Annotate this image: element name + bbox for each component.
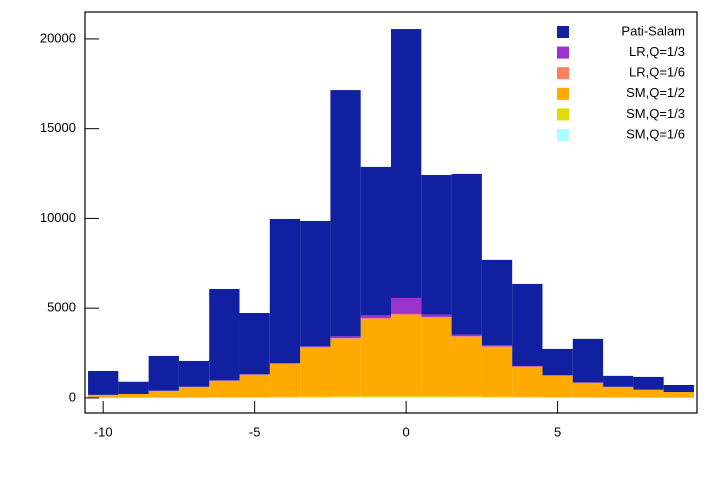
bar [451,173,482,335]
bar [512,396,543,398]
bar [269,396,301,398]
legend-swatch [557,87,569,100]
legend-swatch [557,108,569,121]
bar [451,336,482,397]
bar [330,396,361,398]
bar [330,90,361,337]
bar [239,397,270,398]
legend-label: SM,Q=1/3 [626,106,685,121]
legend-label: LR,Q=1/6 [629,65,685,80]
bar [451,336,482,337]
y-tick-label: 5000 [47,300,76,315]
bar [330,397,361,398]
legend-swatch [557,46,569,59]
bar [300,220,331,347]
bar [542,348,573,376]
bar [148,390,179,398]
bar [88,394,119,398]
bar [360,318,391,319]
bar [542,397,573,398]
bar [451,334,482,337]
bar [542,375,573,398]
legend-swatch [557,26,569,38]
bar [663,384,694,392]
bar [300,396,331,398]
bar [481,259,513,346]
y-tick-label: 15000 [40,120,76,135]
bar [633,376,664,390]
x-tick-label: 5 [554,424,561,439]
bar [360,315,391,319]
bar [178,360,210,387]
bar [421,396,452,398]
bar [360,318,391,397]
legend-label: Pati-Salam [621,23,685,38]
bar [269,363,301,397]
bar [421,317,452,397]
bar [421,174,452,315]
bar [391,313,422,315]
bar [330,338,361,397]
bar [300,347,331,397]
bar [663,391,694,398]
legend-swatch [557,67,569,80]
bar [512,283,543,367]
bar [360,397,391,398]
bar [209,288,240,381]
bar [391,314,422,397]
plot-frame [84,11,698,414]
bar [481,345,513,347]
bar [239,374,270,398]
bar [572,338,604,383]
bar [481,346,513,397]
bar [269,363,301,364]
x-tick-label: -5 [249,424,261,439]
bar [391,397,422,398]
bar [603,375,634,387]
bar [421,316,452,318]
bar [330,336,361,339]
bar [178,386,210,398]
bar [118,393,149,398]
legend-label: SM,Q=1/6 [626,126,685,141]
bar [451,397,482,398]
bar [118,381,149,394]
bar [360,166,391,316]
legend-swatch [557,129,569,141]
bar [209,380,240,398]
bar [481,346,513,347]
legend-label: SM,Q=1/2 [626,85,685,100]
bar [421,397,452,398]
bar [481,397,513,398]
bar [391,297,422,314]
y-tick-label: 0 [69,389,76,404]
bar [633,389,664,398]
bar [300,346,331,348]
bar [481,396,513,398]
bar [603,386,634,398]
bar [512,366,543,397]
bar [330,338,361,339]
legend-label: LR,Q=1/3 [629,44,685,59]
y-tick-label: 20000 [40,30,76,45]
bar [88,370,119,395]
bar [300,397,331,398]
bar [269,218,301,364]
y-tick-label: 10000 [40,210,76,225]
bar [572,382,604,398]
bar [360,396,391,398]
bar [391,29,422,298]
x-tick-label: 0 [403,424,410,439]
x-tick-label: -10 [94,424,113,439]
bar [239,313,270,375]
bar [421,314,452,317]
bar [451,396,482,398]
bar [300,347,331,348]
bar [391,396,422,398]
bar [148,355,179,391]
